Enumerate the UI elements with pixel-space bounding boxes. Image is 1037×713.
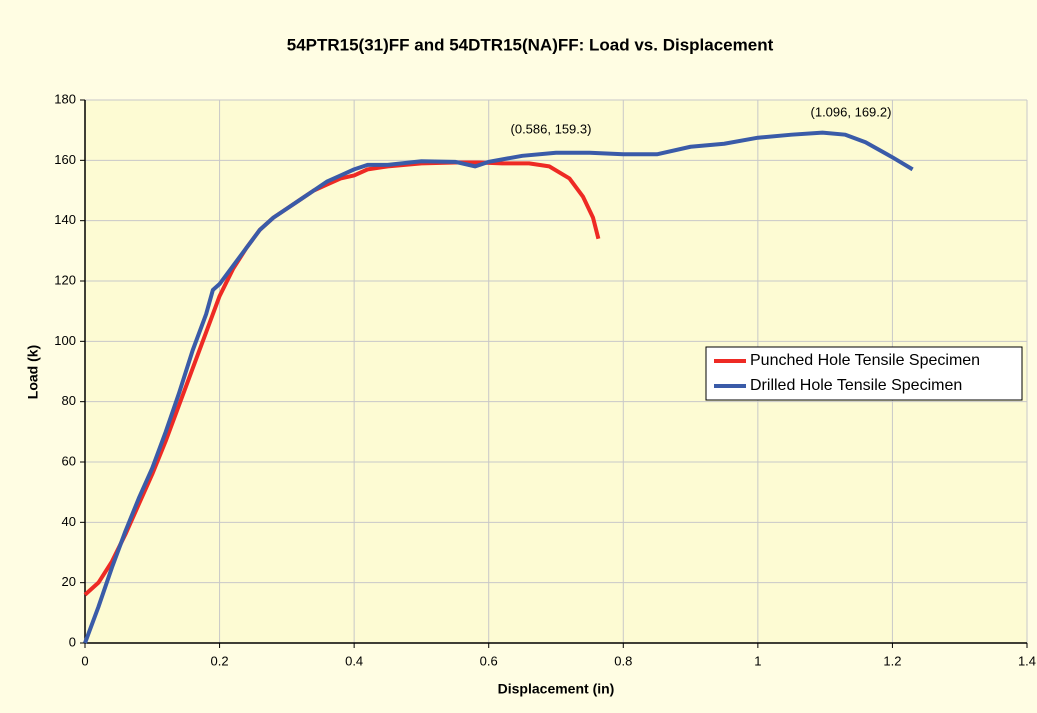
x-tick-label: 0.2: [211, 653, 229, 668]
x-tick-label: 0.4: [345, 653, 363, 668]
y-tick-label: 0: [69, 634, 76, 649]
y-tick-label: 120: [54, 272, 76, 287]
x-tick-label: 0.8: [614, 653, 632, 668]
x-tick-label: 0: [81, 653, 88, 668]
y-tick-label: 160: [54, 152, 76, 167]
x-axis-label: Displacement (in): [498, 681, 615, 697]
y-tick-label: 40: [62, 514, 76, 529]
legend-label: Punched Hole Tensile Specimen: [750, 352, 980, 369]
y-tick-label: 80: [62, 393, 76, 408]
data-line: [83, 130, 914, 644]
y-tick-label: 180: [54, 91, 76, 106]
x-tick-label: 1.4: [1018, 653, 1036, 668]
y-tick-label: 60: [62, 453, 76, 468]
x-tick-label: 1.2: [883, 653, 901, 668]
chart-title: 54PTR15(31)FF and 54DTR15(NA)FF: Load vs…: [287, 35, 774, 54]
annotation: (0.586, 159.3): [511, 121, 592, 136]
x-tick-label: 1: [754, 653, 761, 668]
legend-label: Drilled Hole Tensile Specimen: [750, 377, 962, 394]
y-tick-label: 20: [62, 574, 76, 589]
y-tick-label: 140: [54, 212, 76, 227]
annotation: (1.096, 169.2): [811, 104, 892, 119]
y-axis-label: Load (k): [25, 345, 41, 399]
y-tick-label: 100: [54, 333, 76, 348]
legend-box: [705, 346, 1023, 401]
x-tick-label: 0.6: [480, 653, 498, 668]
